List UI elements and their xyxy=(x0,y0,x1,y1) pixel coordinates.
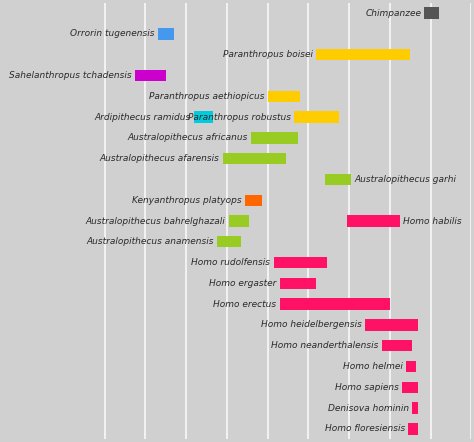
Bar xyxy=(408,423,418,434)
Text: Homo sapiens: Homo sapiens xyxy=(335,383,399,392)
Text: Australopithecus garhi: Australopithecus garhi xyxy=(355,175,456,184)
Bar xyxy=(382,340,412,351)
Bar xyxy=(347,215,400,227)
Bar xyxy=(194,111,213,123)
Bar xyxy=(158,28,174,40)
Text: Paranthropus robustus: Paranthropus robustus xyxy=(188,113,291,122)
Text: Kenyanthropus platyops: Kenyanthropus platyops xyxy=(132,196,242,205)
Bar xyxy=(251,132,298,144)
Text: Australopithecus bahrelghazali: Australopithecus bahrelghazali xyxy=(86,217,226,225)
Text: Australopithecus afarensis: Australopithecus afarensis xyxy=(100,154,219,163)
Bar xyxy=(406,361,416,372)
Bar xyxy=(268,91,300,102)
Text: Homo heidelbergensis: Homo heidelbergensis xyxy=(261,320,362,329)
Bar xyxy=(245,194,262,206)
Bar xyxy=(317,49,410,61)
Text: Homo habilis: Homo habilis xyxy=(403,217,462,225)
Text: Homo erectus: Homo erectus xyxy=(213,300,277,309)
Bar xyxy=(424,8,438,19)
Text: Homo rudolfensis: Homo rudolfensis xyxy=(191,258,271,267)
Bar xyxy=(217,236,241,248)
Text: Homo ergaster: Homo ergaster xyxy=(209,279,277,288)
Text: Chimpanzee: Chimpanzee xyxy=(365,9,421,18)
Text: Australopithecus africanus: Australopithecus africanus xyxy=(128,133,248,142)
Bar xyxy=(280,278,317,289)
Bar xyxy=(294,111,339,123)
Text: Homo helmei: Homo helmei xyxy=(343,362,403,371)
Bar xyxy=(365,319,418,331)
Bar xyxy=(412,402,418,414)
Bar xyxy=(229,215,249,227)
Bar xyxy=(402,381,418,393)
Text: Denisova hominin: Denisova hominin xyxy=(328,404,409,412)
Text: Sahelanthropus tchadensis: Sahelanthropus tchadensis xyxy=(9,71,132,80)
Text: Ardipithecus ramidus: Ardipithecus ramidus xyxy=(95,113,191,122)
Text: Orrorin tugenensis: Orrorin tugenensis xyxy=(70,30,155,38)
Text: Paranthropus boisei: Paranthropus boisei xyxy=(223,50,313,59)
Text: Homo neanderthalensis: Homo neanderthalensis xyxy=(271,341,378,350)
Text: Homo floresiensis: Homo floresiensis xyxy=(325,424,405,433)
Bar xyxy=(280,298,390,310)
Bar xyxy=(223,153,286,164)
Bar xyxy=(325,174,351,185)
Text: Australopithecus anamensis: Australopithecus anamensis xyxy=(86,237,213,246)
Text: Paranthropus aethiopicus: Paranthropus aethiopicus xyxy=(149,92,264,101)
Bar xyxy=(274,257,327,268)
Bar xyxy=(135,70,166,81)
